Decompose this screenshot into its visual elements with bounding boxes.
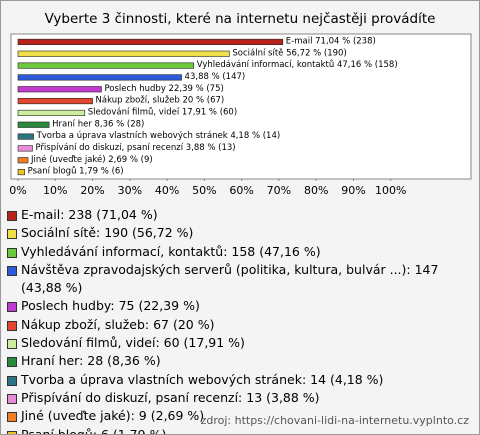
legend-item: Návštěva zpravodajských serverů (politik…	[7, 261, 447, 298]
bar	[17, 169, 25, 176]
legend-label: Tvorba a úprava vlastních webových strán…	[21, 371, 384, 387]
bar	[17, 62, 195, 69]
bar	[17, 133, 34, 140]
bar	[17, 157, 29, 164]
x-tick-label: 100%	[375, 184, 406, 197]
value-label: Sociální sítě 56,72 % (190)	[232, 48, 346, 58]
value-label: Poslech hudby 22,39 % (75)	[104, 84, 223, 94]
x-tick-label: 10%	[43, 184, 67, 197]
bar	[17, 98, 93, 105]
source: zdroj: https://chovani-lidi-na-internetu…	[200, 414, 469, 427]
bar	[17, 145, 33, 152]
legend-item: Vyhledávání informací, kontaktů: 158 (47…	[7, 243, 447, 261]
legend-label: E-mail: 238 (71,04 %)	[21, 207, 158, 222]
value-label: Sledování filmů, videí 17,91 % (60)	[88, 106, 237, 117]
legend-swatch	[7, 229, 17, 240]
value-label: Vyhledávání informací, kontaktů 47,16 % …	[197, 59, 398, 70]
bar	[17, 74, 182, 81]
legend-item: Jiné (uveďte jaké): 9 (2,69 %)	[7, 407, 447, 425]
legend-swatch	[7, 302, 17, 313]
legend-label: Nákup zboží, služeb: 67 (20 %)	[21, 316, 215, 332]
legend-label: Sociální sítě: 190 (56,72 %)	[21, 225, 194, 241]
legend-item: E-mail: 238 (71,04 %)	[7, 206, 447, 224]
legend: E-mail: 238 (71,04 %) Sociální sítě: 190 …	[7, 206, 447, 435]
x-tick-label: 30%	[118, 184, 142, 197]
value-label: Jiné (uveďte jaké) 2,69 % (9)	[30, 154, 153, 165]
bar	[17, 50, 230, 57]
legend-swatch	[7, 430, 17, 434]
value-label: Přispívání do diskuzí, psaní recenzí 3,8…	[35, 143, 235, 153]
legend-swatch	[7, 211, 17, 221]
x-tick-label: 60%	[229, 184, 253, 197]
bar	[17, 38, 284, 45]
legend-item: Tvorba a úprava vlastních webových strán…	[7, 371, 447, 389]
x-tick-label: 50%	[192, 184, 216, 197]
legend-item: Psaní blogů: 6 (1,79 %)	[7, 426, 447, 435]
legend-swatch	[7, 375, 17, 386]
legend-swatch	[7, 247, 17, 258]
value-label: 43,88 % (147)	[185, 72, 246, 82]
legend-label: Přispívání do diskuzí, psaní recenzí: 13…	[21, 389, 320, 405]
bar	[17, 86, 102, 93]
plot: Vyberte 3 činnosti, které na internetu n…	[9, 11, 472, 197]
value-label: Tvorba a úprava vlastních webových strán…	[36, 131, 281, 141]
legend-swatch	[7, 357, 17, 368]
legend-swatch	[7, 393, 17, 404]
legend-item: Sledování filmů, videí: 60 (17,91 %)	[7, 334, 447, 352]
plot-frame	[10, 33, 472, 180]
legend-swatch	[7, 412, 17, 423]
x-tick-label: 80%	[304, 184, 328, 197]
legend-label: Psaní blogů: 6 (1,79 %)	[21, 426, 167, 435]
legend-item: Hraní her: 28 (8,36 %)	[7, 352, 447, 370]
legend-label: Sledování filmů, videí: 60 (17,91 %)	[21, 335, 245, 351]
legend-label: Hraní her: 28 (8,36 %)	[21, 353, 161, 369]
value-label: Nákup zboží, služeb 20 % (67)	[96, 96, 225, 106]
x-tick-label: 40%	[155, 184, 179, 197]
value-label: Psaní blogů 1,79 % (6)	[28, 166, 124, 177]
legend-item: Nákup zboží, služeb: 67 (20 %)	[7, 316, 447, 334]
legend-label: Návštěva zpravodajských serverů (politik…	[21, 261, 439, 296]
x-tick-label: 90%	[341, 184, 365, 197]
legend-label: Vyhledávání informací, kontaktů: 158 (47…	[21, 243, 321, 259]
x-tick-label: 70%	[267, 184, 291, 197]
chart-title: Vyberte 3 činnosti, které na internetu n…	[45, 11, 436, 27]
x-tick-label: 0%	[9, 184, 26, 197]
bar	[17, 121, 50, 128]
legend-item: Sociální sítě: 190 (56,72 %)	[7, 224, 447, 242]
legend-item: Přispívání do diskuzí, psaní recenzí: 13…	[7, 389, 447, 407]
legend-label: Jiné (uveďte jaké): 9 (2,69 %)	[21, 408, 205, 424]
value-label: Hraní her 8,36 % (28)	[52, 119, 144, 129]
legend-swatch	[7, 265, 17, 276]
legend-swatch	[7, 320, 17, 331]
bar	[17, 109, 86, 116]
legend-swatch	[7, 339, 17, 350]
value-label: E-mail 71,04 % (238)	[286, 36, 376, 46]
x-tick-label: 20%	[80, 184, 104, 197]
legend-item: Poslech hudby: 75 (22,39 %)	[7, 297, 447, 315]
legend-label: Poslech hudby: 75 (22,39 %)	[21, 298, 200, 314]
